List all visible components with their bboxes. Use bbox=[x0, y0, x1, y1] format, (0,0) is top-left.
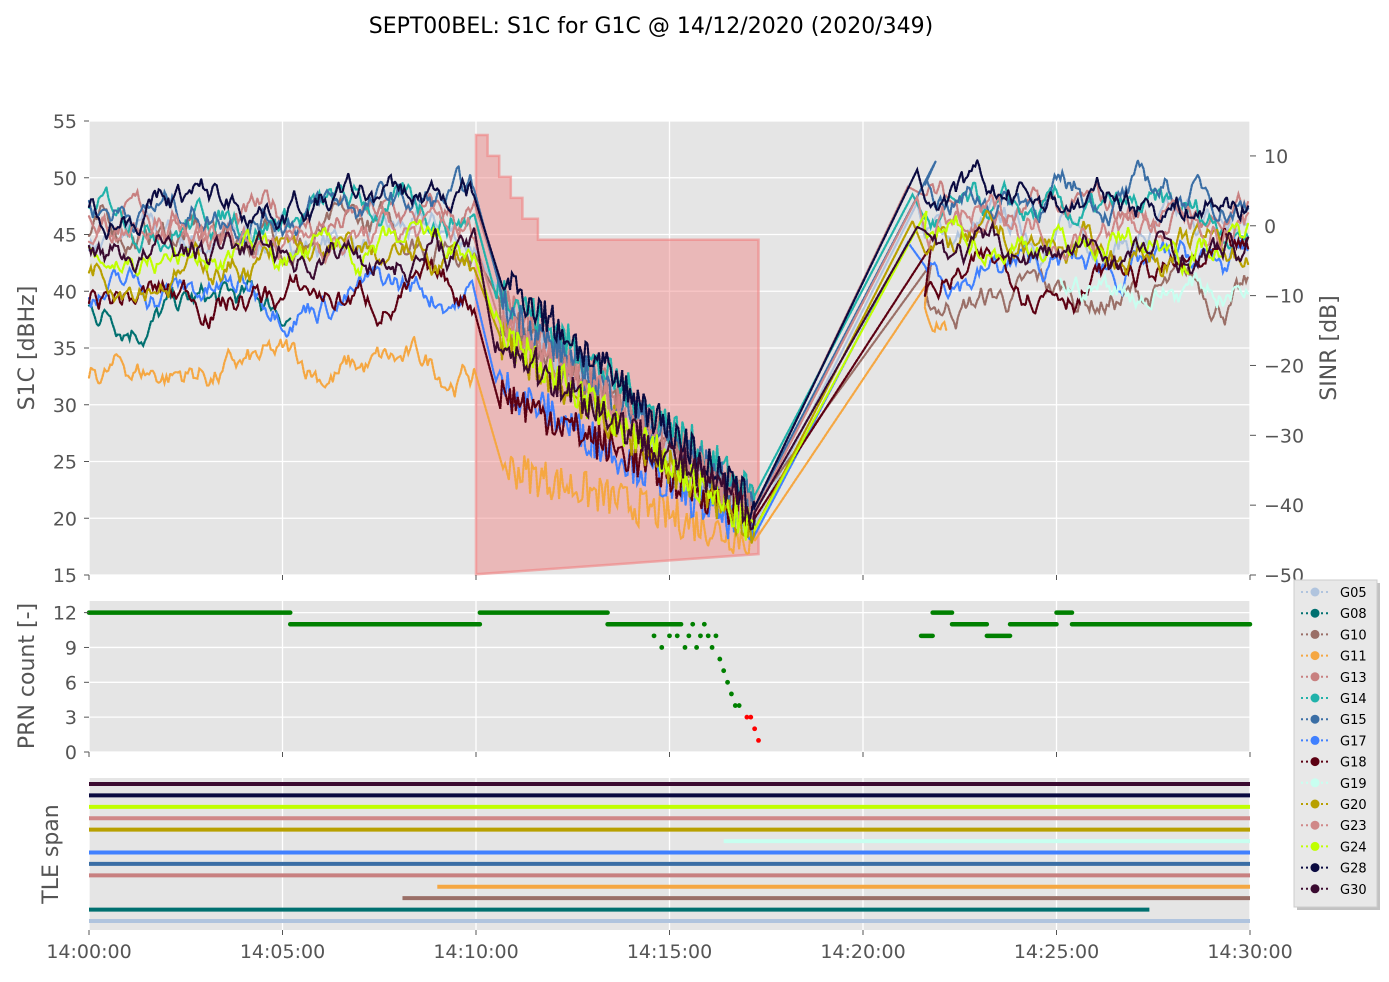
y-tick-label: 12 bbox=[53, 603, 77, 625]
y-tick-label: 25 bbox=[53, 452, 77, 474]
legend-item-g15: G15 bbox=[1301, 713, 1367, 728]
prn-count-point bbox=[667, 633, 672, 639]
prn-count-point bbox=[717, 656, 723, 662]
prn-count-panel: 0 3 6 9 12 PRN count [-] bbox=[15, 601, 1253, 764]
svg-text:G10: G10 bbox=[1340, 628, 1367, 643]
legend-item-g28: G28 bbox=[1301, 862, 1367, 877]
svg-text:G24: G24 bbox=[1340, 840, 1367, 855]
y2-tick-label: −40 bbox=[1264, 495, 1304, 517]
s1c-axis-label: S1C [dBHz] bbox=[15, 286, 40, 411]
y2-tick-label: 10 bbox=[1264, 146, 1288, 168]
x-tick-label: 14:00:00 bbox=[46, 941, 131, 963]
prn-count-point bbox=[756, 737, 761, 743]
svg-text:G11: G11 bbox=[1340, 650, 1367, 665]
svg-text:G14: G14 bbox=[1340, 692, 1367, 707]
prn-count-point bbox=[736, 703, 742, 708]
legend-item-g18: G18 bbox=[1301, 756, 1367, 771]
x-tick-label: 14:20:00 bbox=[820, 941, 905, 963]
svg-text:G13: G13 bbox=[1340, 671, 1367, 686]
prn-count-point bbox=[701, 621, 707, 627]
svg-text:G23: G23 bbox=[1340, 819, 1367, 834]
legend-item-g05: G05 bbox=[1301, 586, 1367, 601]
x-tick-label: 14:05:00 bbox=[240, 941, 325, 963]
legend-item-g14: G14 bbox=[1301, 692, 1367, 707]
svg-text:G20: G20 bbox=[1340, 798, 1367, 813]
series-g30 bbox=[87, 219, 1250, 532]
legend-item-g19: G19 bbox=[1301, 777, 1367, 792]
y-tick-label: 50 bbox=[53, 168, 77, 190]
prn-count-point bbox=[744, 714, 750, 720]
legend: G05 G08 G10 G11 G13 G14 G15 G17 G18 G19 G20 G23 G24 G… bbox=[1293, 579, 1380, 910]
x-tick-label: 14:25:00 bbox=[1014, 941, 1099, 963]
y2-tick-label: −20 bbox=[1264, 355, 1304, 377]
prn-count-point bbox=[752, 726, 758, 732]
series-g28 bbox=[87, 156, 1250, 520]
y-tick-label: 55 bbox=[53, 111, 77, 133]
chart-title: SEPT00BEL: S1C for G1C @ 14/12/2020 (202… bbox=[369, 14, 934, 39]
legend-item-g24: G24 bbox=[1301, 840, 1367, 855]
svg-text:G30: G30 bbox=[1340, 883, 1367, 898]
prn-count-point bbox=[651, 633, 657, 639]
y2-tick-label: −30 bbox=[1264, 425, 1304, 447]
y-tick-label: 0 bbox=[65, 742, 77, 764]
sinr-axis-label: SINR [dB] bbox=[1317, 295, 1342, 400]
prn-count-point bbox=[748, 714, 754, 720]
legend-item-g23: G23 bbox=[1301, 819, 1367, 834]
legend-item-g08: G08 bbox=[1301, 607, 1367, 622]
legend-item-g11: G11 bbox=[1301, 650, 1367, 665]
prn-count-point bbox=[690, 621, 696, 627]
svg-text:G28: G28 bbox=[1340, 862, 1367, 877]
svg-text:G15: G15 bbox=[1340, 713, 1367, 728]
svg-text:G17: G17 bbox=[1340, 734, 1367, 749]
prn-count-point bbox=[682, 645, 688, 650]
legend-item-g10: G10 bbox=[1301, 628, 1367, 643]
legend-item-g30: G30 bbox=[1301, 883, 1367, 898]
y-tick-label: 40 bbox=[53, 281, 77, 303]
svg-text:G08: G08 bbox=[1340, 607, 1367, 622]
y-tick-label: 30 bbox=[53, 395, 77, 417]
prn-count-point bbox=[709, 645, 715, 650]
x-tick-label: 14:10:00 bbox=[433, 941, 518, 963]
y-tick-label: 20 bbox=[53, 508, 77, 530]
tle-span-panel: TLE span bbox=[39, 778, 1251, 930]
y2-tick-label: −10 bbox=[1264, 286, 1304, 308]
svg-text:G18: G18 bbox=[1340, 756, 1367, 771]
prn-count-point bbox=[686, 633, 692, 639]
y-tick-label: 15 bbox=[53, 565, 77, 587]
tle-axis-label: TLE span bbox=[39, 804, 64, 904]
prn-count-point bbox=[698, 633, 703, 639]
x-tick-label: 14:15:00 bbox=[627, 941, 712, 963]
prn-count-point bbox=[713, 633, 719, 639]
series-g18 bbox=[87, 224, 1250, 532]
svg-text:G19: G19 bbox=[1340, 777, 1367, 792]
series-g19 bbox=[1059, 270, 1250, 311]
y-tick-label: 9 bbox=[65, 637, 77, 659]
prn-count-point bbox=[659, 645, 665, 650]
y2-tick-label: 0 bbox=[1264, 216, 1276, 238]
series-g11 bbox=[87, 280, 948, 557]
series-g14 bbox=[87, 179, 1250, 504]
prn-count-point bbox=[729, 691, 734, 697]
y-tick-label: 3 bbox=[65, 707, 77, 729]
y-tick-label: 35 bbox=[53, 338, 77, 360]
x-tick-label: 14:30:00 bbox=[1207, 941, 1292, 963]
prn-count-point bbox=[674, 633, 680, 639]
svg-text:G05: G05 bbox=[1340, 586, 1367, 601]
y-tick-label: 45 bbox=[53, 225, 77, 247]
prn-count-point bbox=[732, 703, 738, 708]
legend-item-g20: G20 bbox=[1301, 798, 1367, 813]
prn-axis-label: PRN count [-] bbox=[15, 603, 40, 749]
y-tick-label: 6 bbox=[65, 672, 77, 694]
prn-count-point bbox=[694, 645, 699, 650]
legend-item-g13: G13 bbox=[1301, 671, 1367, 686]
prn-count-point bbox=[725, 679, 730, 685]
prn-count-point bbox=[705, 633, 711, 639]
legend-item-g17: G17 bbox=[1301, 734, 1367, 749]
series-g23 bbox=[87, 191, 1250, 522]
prn-count-point bbox=[721, 668, 727, 674]
